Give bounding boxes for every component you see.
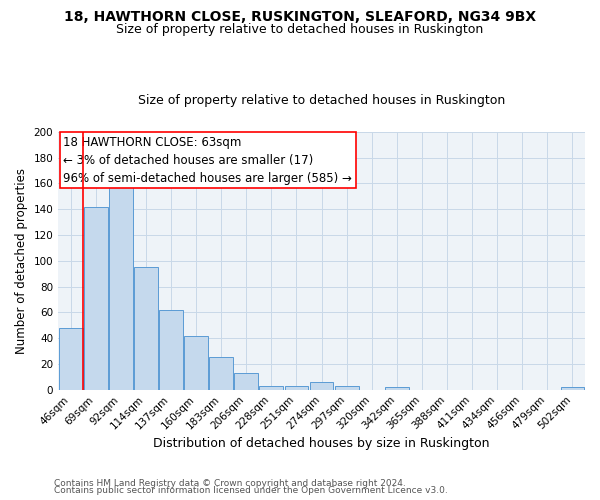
Text: Contains public sector information licensed under the Open Government Licence v3: Contains public sector information licen… — [54, 486, 448, 495]
Bar — [84, 206, 108, 390]
Bar — [284, 386, 308, 390]
Bar — [259, 386, 283, 390]
Bar — [560, 387, 584, 390]
Bar — [209, 358, 233, 390]
Bar — [59, 328, 83, 390]
Text: Contains HM Land Registry data © Crown copyright and database right 2024.: Contains HM Land Registry data © Crown c… — [54, 478, 406, 488]
Bar — [335, 386, 359, 390]
Bar — [159, 310, 183, 390]
X-axis label: Distribution of detached houses by size in Ruskington: Distribution of detached houses by size … — [154, 437, 490, 450]
Bar — [134, 267, 158, 390]
Text: 18 HAWTHORN CLOSE: 63sqm
← 3% of detached houses are smaller (17)
96% of semi-de: 18 HAWTHORN CLOSE: 63sqm ← 3% of detache… — [64, 136, 352, 184]
Bar — [385, 387, 409, 390]
Title: Size of property relative to detached houses in Ruskington: Size of property relative to detached ho… — [138, 94, 505, 107]
Bar — [184, 336, 208, 390]
Y-axis label: Number of detached properties: Number of detached properties — [15, 168, 28, 354]
Text: 18, HAWTHORN CLOSE, RUSKINGTON, SLEAFORD, NG34 9BX: 18, HAWTHORN CLOSE, RUSKINGTON, SLEAFORD… — [64, 10, 536, 24]
Text: Size of property relative to detached houses in Ruskington: Size of property relative to detached ho… — [116, 22, 484, 36]
Bar — [310, 382, 334, 390]
Bar — [235, 373, 258, 390]
Bar — [109, 180, 133, 390]
